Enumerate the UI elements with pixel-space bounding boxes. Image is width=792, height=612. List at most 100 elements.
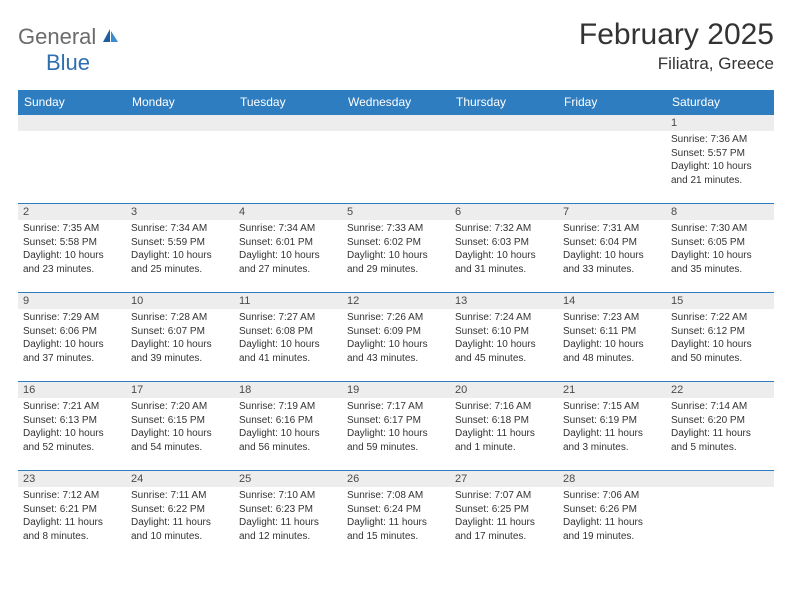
day-body	[558, 131, 666, 137]
calendar-day-cell: 20Sunrise: 7:16 AMSunset: 6:18 PMDayligh…	[450, 382, 558, 471]
sail-icon	[100, 28, 120, 49]
day-number: 24	[126, 471, 234, 487]
weekday-header: Monday	[126, 90, 234, 115]
weekday-header: Saturday	[666, 90, 774, 115]
day-number: 5	[342, 204, 450, 220]
calendar-day-cell	[18, 115, 126, 204]
sunset-text: Sunset: 6:13 PM	[23, 414, 121, 428]
daylight-text: Daylight: 10 hours and 33 minutes.	[563, 249, 661, 276]
day-number: 17	[126, 382, 234, 398]
sunset-text: Sunset: 6:08 PM	[239, 325, 337, 339]
calendar-body: 1Sunrise: 7:36 AMSunset: 5:57 PMDaylight…	[18, 115, 774, 560]
day-number: 28	[558, 471, 666, 487]
day-body: Sunrise: 7:10 AMSunset: 6:23 PMDaylight:…	[234, 487, 342, 547]
calendar-day-cell: 24Sunrise: 7:11 AMSunset: 6:22 PMDayligh…	[126, 471, 234, 560]
sunrise-text: Sunrise: 7:27 AM	[239, 311, 337, 325]
sunrise-text: Sunrise: 7:31 AM	[563, 222, 661, 236]
sunset-text: Sunset: 6:23 PM	[239, 503, 337, 517]
day-body: Sunrise: 7:12 AMSunset: 6:21 PMDaylight:…	[18, 487, 126, 547]
day-body: Sunrise: 7:26 AMSunset: 6:09 PMDaylight:…	[342, 309, 450, 369]
daylight-text: Daylight: 10 hours and 50 minutes.	[671, 338, 769, 365]
sunrise-text: Sunrise: 7:19 AM	[239, 400, 337, 414]
sunrise-text: Sunrise: 7:32 AM	[455, 222, 553, 236]
calendar-table: SundayMondayTuesdayWednesdayThursdayFrid…	[18, 90, 774, 559]
calendar-day-cell: 4Sunrise: 7:34 AMSunset: 6:01 PMDaylight…	[234, 204, 342, 293]
day-number: 9	[18, 293, 126, 309]
sunset-text: Sunset: 6:21 PM	[23, 503, 121, 517]
calendar-day-cell: 27Sunrise: 7:07 AMSunset: 6:25 PMDayligh…	[450, 471, 558, 560]
daylight-text: Daylight: 11 hours and 12 minutes.	[239, 516, 337, 543]
day-body	[234, 131, 342, 137]
day-number	[450, 115, 558, 131]
day-body: Sunrise: 7:11 AMSunset: 6:22 PMDaylight:…	[126, 487, 234, 547]
day-number: 21	[558, 382, 666, 398]
daylight-text: Daylight: 10 hours and 27 minutes.	[239, 249, 337, 276]
day-number	[342, 115, 450, 131]
sunset-text: Sunset: 6:02 PM	[347, 236, 445, 250]
calendar-day-cell: 11Sunrise: 7:27 AMSunset: 6:08 PMDayligh…	[234, 293, 342, 382]
day-body: Sunrise: 7:30 AMSunset: 6:05 PMDaylight:…	[666, 220, 774, 280]
sunset-text: Sunset: 6:07 PM	[131, 325, 229, 339]
day-body: Sunrise: 7:16 AMSunset: 6:18 PMDaylight:…	[450, 398, 558, 458]
day-number: 6	[450, 204, 558, 220]
calendar-day-cell: 8Sunrise: 7:30 AMSunset: 6:05 PMDaylight…	[666, 204, 774, 293]
calendar-week-row: 2Sunrise: 7:35 AMSunset: 5:58 PMDaylight…	[18, 204, 774, 293]
sunrise-text: Sunrise: 7:06 AM	[563, 489, 661, 503]
day-body: Sunrise: 7:23 AMSunset: 6:11 PMDaylight:…	[558, 309, 666, 369]
day-number: 15	[666, 293, 774, 309]
day-body: Sunrise: 7:24 AMSunset: 6:10 PMDaylight:…	[450, 309, 558, 369]
day-number: 23	[18, 471, 126, 487]
sunrise-text: Sunrise: 7:07 AM	[455, 489, 553, 503]
day-number: 13	[450, 293, 558, 309]
sunrise-text: Sunrise: 7:35 AM	[23, 222, 121, 236]
day-number: 7	[558, 204, 666, 220]
sunrise-text: Sunrise: 7:08 AM	[347, 489, 445, 503]
sunset-text: Sunset: 6:24 PM	[347, 503, 445, 517]
brand-name-1: General	[18, 24, 96, 50]
sunset-text: Sunset: 6:26 PM	[563, 503, 661, 517]
day-number	[126, 115, 234, 131]
daylight-text: Daylight: 11 hours and 3 minutes.	[563, 427, 661, 454]
calendar-day-cell: 18Sunrise: 7:19 AMSunset: 6:16 PMDayligh…	[234, 382, 342, 471]
daylight-text: Daylight: 10 hours and 25 minutes.	[131, 249, 229, 276]
sunset-text: Sunset: 6:06 PM	[23, 325, 121, 339]
daylight-text: Daylight: 10 hours and 39 minutes.	[131, 338, 229, 365]
calendar-day-cell: 5Sunrise: 7:33 AMSunset: 6:02 PMDaylight…	[342, 204, 450, 293]
day-number: 20	[450, 382, 558, 398]
day-body: Sunrise: 7:14 AMSunset: 6:20 PMDaylight:…	[666, 398, 774, 458]
daylight-text: Daylight: 10 hours and 54 minutes.	[131, 427, 229, 454]
daylight-text: Daylight: 10 hours and 48 minutes.	[563, 338, 661, 365]
calendar-day-cell	[126, 115, 234, 204]
day-body	[342, 131, 450, 137]
calendar-day-cell	[666, 471, 774, 560]
weekday-header: Sunday	[18, 90, 126, 115]
day-number: 27	[450, 471, 558, 487]
sunset-text: Sunset: 6:17 PM	[347, 414, 445, 428]
sunset-text: Sunset: 6:04 PM	[563, 236, 661, 250]
day-body	[126, 131, 234, 137]
daylight-text: Daylight: 10 hours and 41 minutes.	[239, 338, 337, 365]
day-body	[450, 131, 558, 137]
title-block: February 2025 Filiatra, Greece	[579, 18, 774, 74]
month-title: February 2025	[579, 18, 774, 52]
daylight-text: Daylight: 10 hours and 43 minutes.	[347, 338, 445, 365]
daylight-text: Daylight: 10 hours and 23 minutes.	[23, 249, 121, 276]
day-body: Sunrise: 7:15 AMSunset: 6:19 PMDaylight:…	[558, 398, 666, 458]
day-body: Sunrise: 7:08 AMSunset: 6:24 PMDaylight:…	[342, 487, 450, 547]
day-body: Sunrise: 7:06 AMSunset: 6:26 PMDaylight:…	[558, 487, 666, 547]
calendar-day-cell: 10Sunrise: 7:28 AMSunset: 6:07 PMDayligh…	[126, 293, 234, 382]
sunset-text: Sunset: 6:05 PM	[671, 236, 769, 250]
calendar-day-cell: 6Sunrise: 7:32 AMSunset: 6:03 PMDaylight…	[450, 204, 558, 293]
day-number: 22	[666, 382, 774, 398]
weekday-header: Tuesday	[234, 90, 342, 115]
daylight-text: Daylight: 11 hours and 19 minutes.	[563, 516, 661, 543]
calendar-day-cell: 19Sunrise: 7:17 AMSunset: 6:17 PMDayligh…	[342, 382, 450, 471]
sunset-text: Sunset: 6:19 PM	[563, 414, 661, 428]
calendar-day-cell: 13Sunrise: 7:24 AMSunset: 6:10 PMDayligh…	[450, 293, 558, 382]
sunrise-text: Sunrise: 7:11 AM	[131, 489, 229, 503]
daylight-text: Daylight: 11 hours and 10 minutes.	[131, 516, 229, 543]
day-body: Sunrise: 7:27 AMSunset: 6:08 PMDaylight:…	[234, 309, 342, 369]
day-body: Sunrise: 7:19 AMSunset: 6:16 PMDaylight:…	[234, 398, 342, 458]
calendar-day-cell: 26Sunrise: 7:08 AMSunset: 6:24 PMDayligh…	[342, 471, 450, 560]
day-body: Sunrise: 7:34 AMSunset: 6:01 PMDaylight:…	[234, 220, 342, 280]
